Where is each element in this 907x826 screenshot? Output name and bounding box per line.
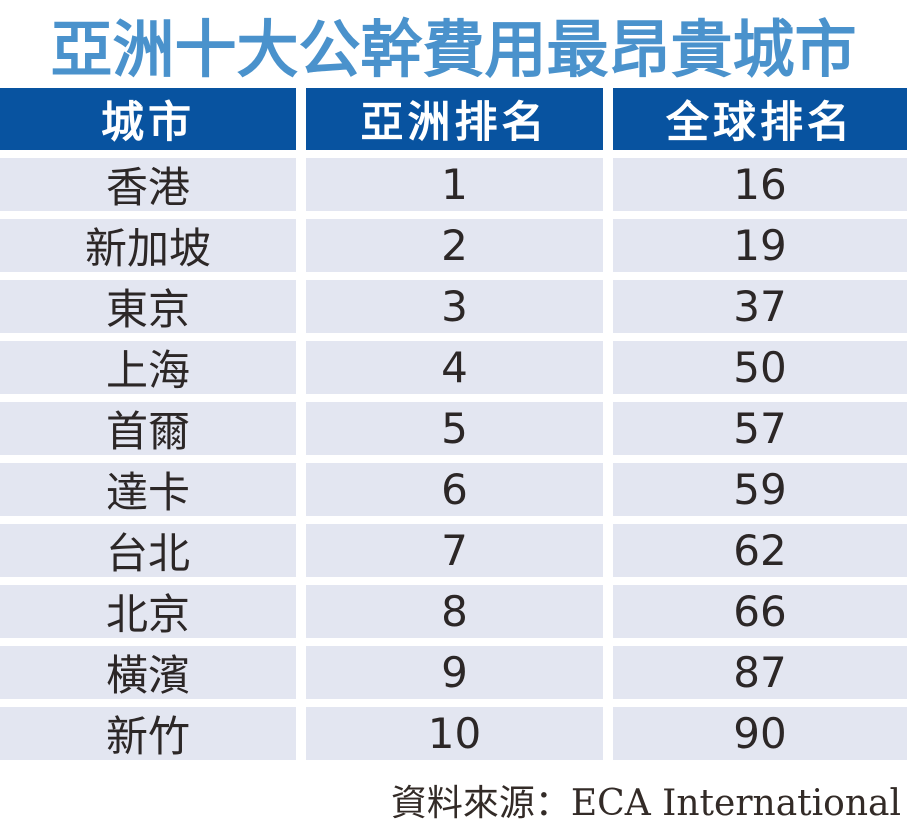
global-rank-cell: 50 <box>613 341 907 394</box>
asia-rank-cell: 1 <box>306 158 603 211</box>
data-source-caption: 資料來源：ECA International <box>390 783 901 824</box>
global-rank-cell: 62 <box>613 524 907 577</box>
asia-rank-cell: 9 <box>306 646 603 699</box>
city-cell: 香港 <box>0 158 296 212</box>
global-rank-cell: 19 <box>613 219 907 272</box>
asia-rank-cell: 7 <box>306 524 603 577</box>
global-rank-cell: 37 <box>613 280 907 333</box>
global-rank-cell: 57 <box>613 402 907 455</box>
asia-rank-cell: 8 <box>306 585 603 638</box>
asia-rank-cell: 3 <box>306 280 603 333</box>
global-rank-cell: 16 <box>613 158 907 211</box>
city-cell: 新竹 <box>0 707 296 761</box>
ranking-table: 城市 亞洲排名 全球排名 香港 1 16 新加坡 2 19 東京 3 37 上海… <box>0 88 907 761</box>
city-cell: 首爾 <box>0 402 296 456</box>
city-cell: 東京 <box>0 280 296 334</box>
global-rank-cell: 90 <box>613 707 907 760</box>
city-cell: 台北 <box>0 524 296 578</box>
city-cell: 達卡 <box>0 463 296 517</box>
column-header-global-rank: 全球排名 <box>613 88 907 150</box>
column-header-city: 城市 <box>0 88 296 150</box>
global-rank-cell: 66 <box>613 585 907 638</box>
page-title: 亞洲十大公幹費用最昂貴城市 <box>50 13 857 86</box>
city-cell: 新加坡 <box>0 219 296 273</box>
asia-rank-cell: 2 <box>306 219 603 272</box>
global-rank-cell: 59 <box>613 463 907 516</box>
column-header-asia-rank: 亞洲排名 <box>306 88 603 150</box>
city-cell: 北京 <box>0 585 296 639</box>
asia-rank-cell: 10 <box>306 707 603 760</box>
asia-rank-cell: 6 <box>306 463 603 516</box>
asia-rank-cell: 4 <box>306 341 603 394</box>
asia-rank-cell: 5 <box>306 402 603 455</box>
city-cell: 上海 <box>0 341 296 395</box>
city-cell: 橫濱 <box>0 646 296 700</box>
global-rank-cell: 87 <box>613 646 907 699</box>
